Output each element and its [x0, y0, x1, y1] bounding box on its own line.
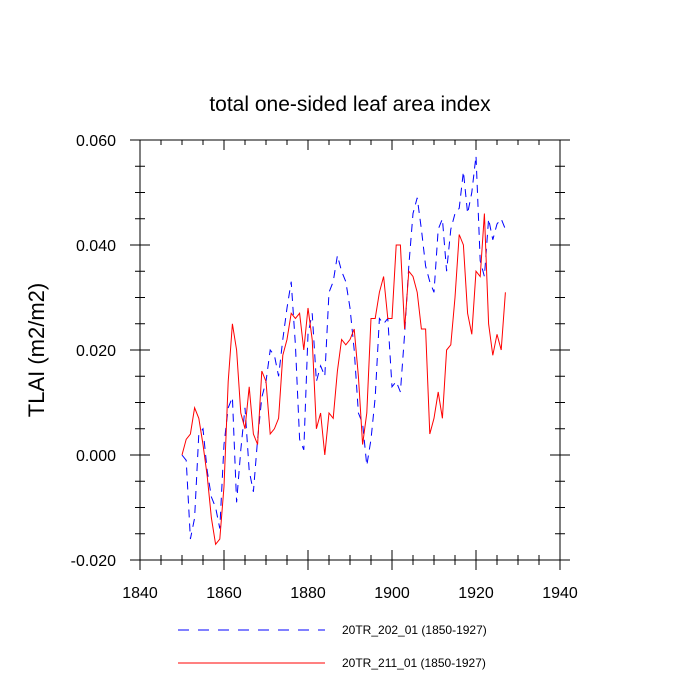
y-tick-label: 0.060	[76, 133, 116, 150]
series-line-2	[181, 213, 506, 546]
x-tick-label: 1840	[122, 585, 158, 602]
chart-title: total one-sided leaf area index	[209, 93, 491, 116]
series-line-1	[181, 155, 506, 540]
x-tick-label: 1900	[374, 585, 410, 602]
y-tick-label: 0.000	[76, 448, 116, 465]
series-lines	[181, 155, 506, 546]
x-tick-label: 1940	[542, 585, 578, 602]
axis-ticks: 1840 1860 1880 1900 1920 1940 -0.020 0.000 0.020…	[71, 133, 578, 602]
legend: 20TR_202_01 (1850-1927) 20TR_211_01 (1850…	[178, 623, 487, 670]
y-tick-label: -0.020	[71, 553, 116, 570]
legend-label-1: 20TR_202_01 (1850-1927)	[342, 623, 487, 637]
y-axis-label: TLAI (m2/m2)	[24, 283, 49, 417]
plot-frame	[139, 139, 561, 561]
y-tick-label: 0.020	[76, 343, 116, 360]
y-tick-label: 0.040	[76, 238, 116, 255]
x-tick-label: 1860	[206, 585, 242, 602]
legend-label-2: 20TR_211_01 (1850-1927)	[342, 656, 486, 670]
x-tick-label: 1880	[290, 585, 326, 602]
x-tick-label: 1920	[458, 585, 494, 602]
